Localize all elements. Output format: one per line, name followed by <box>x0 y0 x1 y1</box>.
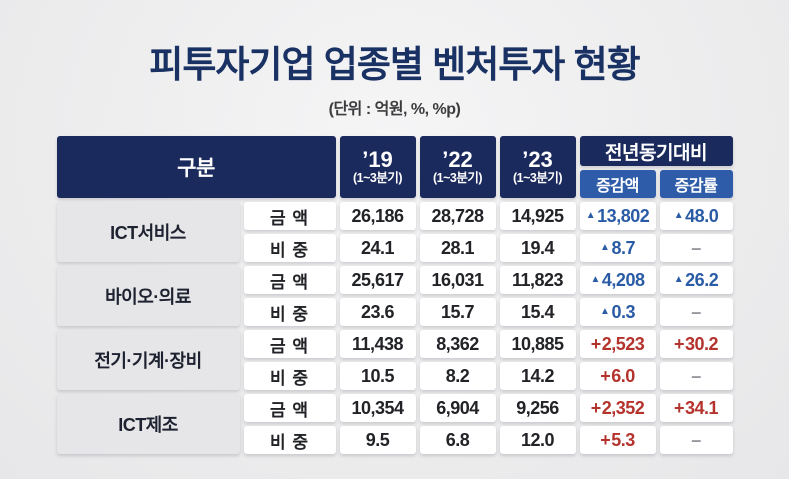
delta-rate-cell: ▲ 48.0 <box>659 202 733 230</box>
plus-sign: + <box>600 365 611 386</box>
rate-value: – <box>691 237 701 258</box>
delta-rate-cell: + 30.2 <box>659 330 733 358</box>
value-cell: 12.0 <box>499 426 576 454</box>
delta-amount-cell: + 6.0 <box>579 362 656 390</box>
plus-sign: + <box>600 429 611 450</box>
plus-sign: + <box>590 333 602 354</box>
delta-amount-cell: + 2,352 <box>579 394 656 422</box>
plus-sign: + <box>673 333 685 354</box>
header-yoy: 전년동기대비 <box>579 136 733 166</box>
value-cell: 9,256 <box>499 394 576 422</box>
metric-label-cell: 비 중 <box>243 234 336 262</box>
category-cell: ICT서비스 <box>56 202 240 262</box>
rate-value: 34.1 <box>684 397 719 418</box>
value-cell: 8.2 <box>419 362 496 390</box>
value-cell: 28.1 <box>419 234 496 262</box>
value-cell: 10.5 <box>339 362 416 390</box>
delta-rate-cell: – <box>659 234 733 262</box>
year-period: (1~3분기) <box>432 171 483 186</box>
delta-value: 5.3 <box>611 429 635 450</box>
rate-value: 48.0 <box>685 205 719 226</box>
value-cell: 15.4 <box>499 298 576 326</box>
delta-rate-cell: ▲ 26.2 <box>659 266 733 294</box>
rate-value: 26.2 <box>685 269 719 290</box>
metric-label-cell: 비 중 <box>243 298 336 326</box>
value-cell: 10,354 <box>339 394 416 422</box>
delta-value: 2,352 <box>601 397 645 418</box>
value-cell: 19.4 <box>499 234 576 262</box>
investment-table: 구분 ’19 (1~3분기) ’22 (1~3분기) ’23 (1~3분기) 전… <box>56 136 733 454</box>
delta-value: 4,208 <box>601 269 645 290</box>
metric-label-cell: 금 액 <box>243 202 336 230</box>
metric-label-cell: 비 중 <box>243 362 336 390</box>
value-cell: 23.6 <box>339 298 416 326</box>
header-category: 구분 <box>56 136 336 198</box>
metric-label-cell: 비 중 <box>243 426 336 454</box>
metric-label-cell: 금 액 <box>243 266 336 294</box>
category-cell: 바이오·의료 <box>56 266 240 326</box>
delta-rate-cell: + 34.1 <box>659 394 733 422</box>
plus-sign: + <box>673 397 685 418</box>
delta-rate-cell: – <box>659 298 733 326</box>
delta-amount-cell: + 2,523 <box>579 330 656 358</box>
value-cell: 25,617 <box>339 266 416 294</box>
title-block: 피투자기업 업종별 벤처투자 현황 (단위 : 억원, %, %p) <box>0 0 789 119</box>
decrease-triangle-icon: ▲ <box>673 273 684 285</box>
year-period: (1~3분기) <box>512 171 563 186</box>
value-cell: 6,904 <box>419 394 496 422</box>
value-cell: 11,438 <box>339 330 416 358</box>
decrease-triangle-icon: ▲ <box>590 273 601 285</box>
delta-value: 0.3 <box>611 301 635 322</box>
delta-amount-cell: + 5.3 <box>579 426 656 454</box>
value-cell: 8,362 <box>419 330 496 358</box>
rate-value: – <box>691 301 701 322</box>
category-cell: 전기·기계·장비 <box>56 330 240 390</box>
value-cell: 16,031 <box>419 266 496 294</box>
delta-amount-cell: ▲ 0.3 <box>579 298 656 326</box>
unit-note: (단위 : 억원, %, %p) <box>328 101 461 118</box>
delta-amount-cell: ▲ 8.7 <box>579 234 656 262</box>
decrease-triangle-icon: ▲ <box>585 209 596 221</box>
delta-rate-cell: – <box>659 362 733 390</box>
value-cell: 9.5 <box>339 426 416 454</box>
rate-value: 30.2 <box>684 333 719 354</box>
decrease-triangle-icon: ▲ <box>600 305 610 317</box>
header-yoy-rate: 증감률 <box>659 170 733 198</box>
metric-label-cell: 금 액 <box>243 394 336 422</box>
year-period: (1~3분기) <box>352 171 403 186</box>
value-cell: 15.7 <box>419 298 496 326</box>
rate-value: – <box>691 429 701 450</box>
year-label: ’22 <box>442 147 473 173</box>
value-cell: 28,728 <box>419 202 496 230</box>
year-label: ’19 <box>362 147 393 173</box>
value-cell: 26,186 <box>339 202 416 230</box>
value-cell: 24.1 <box>339 234 416 262</box>
delta-amount-cell: ▲ 13,802 <box>579 202 656 230</box>
value-cell: 14.2 <box>499 362 576 390</box>
value-cell: 14,925 <box>499 202 576 230</box>
delta-rate-cell: – <box>659 426 733 454</box>
header-year-23: ’23 (1~3분기) <box>499 136 576 198</box>
value-cell: 11,823 <box>499 266 576 294</box>
value-cell: 6.8 <box>419 426 496 454</box>
category-cell: ICT제조 <box>56 394 240 454</box>
delta-value: 8.7 <box>611 237 635 258</box>
decrease-triangle-icon: ▲ <box>600 241 610 253</box>
header-year-19: ’19 (1~3분기) <box>339 136 416 198</box>
header-yoy-amount: 증감액 <box>579 170 656 198</box>
header-year-22: ’22 (1~3분기) <box>419 136 496 198</box>
delta-value: 6.0 <box>611 365 635 386</box>
plus-sign: + <box>590 397 602 418</box>
metric-label-cell: 금 액 <box>243 330 336 358</box>
page-title: 피투자기업 업종별 벤처투자 현황 <box>149 44 640 85</box>
year-label: ’23 <box>522 147 553 173</box>
value-cell: 10,885 <box>499 330 576 358</box>
delta-value: 13,802 <box>597 205 650 226</box>
delta-amount-cell: ▲ 4,208 <box>579 266 656 294</box>
decrease-triangle-icon: ▲ <box>673 209 684 221</box>
delta-value: 2,523 <box>601 333 645 354</box>
rate-value: – <box>691 365 701 386</box>
